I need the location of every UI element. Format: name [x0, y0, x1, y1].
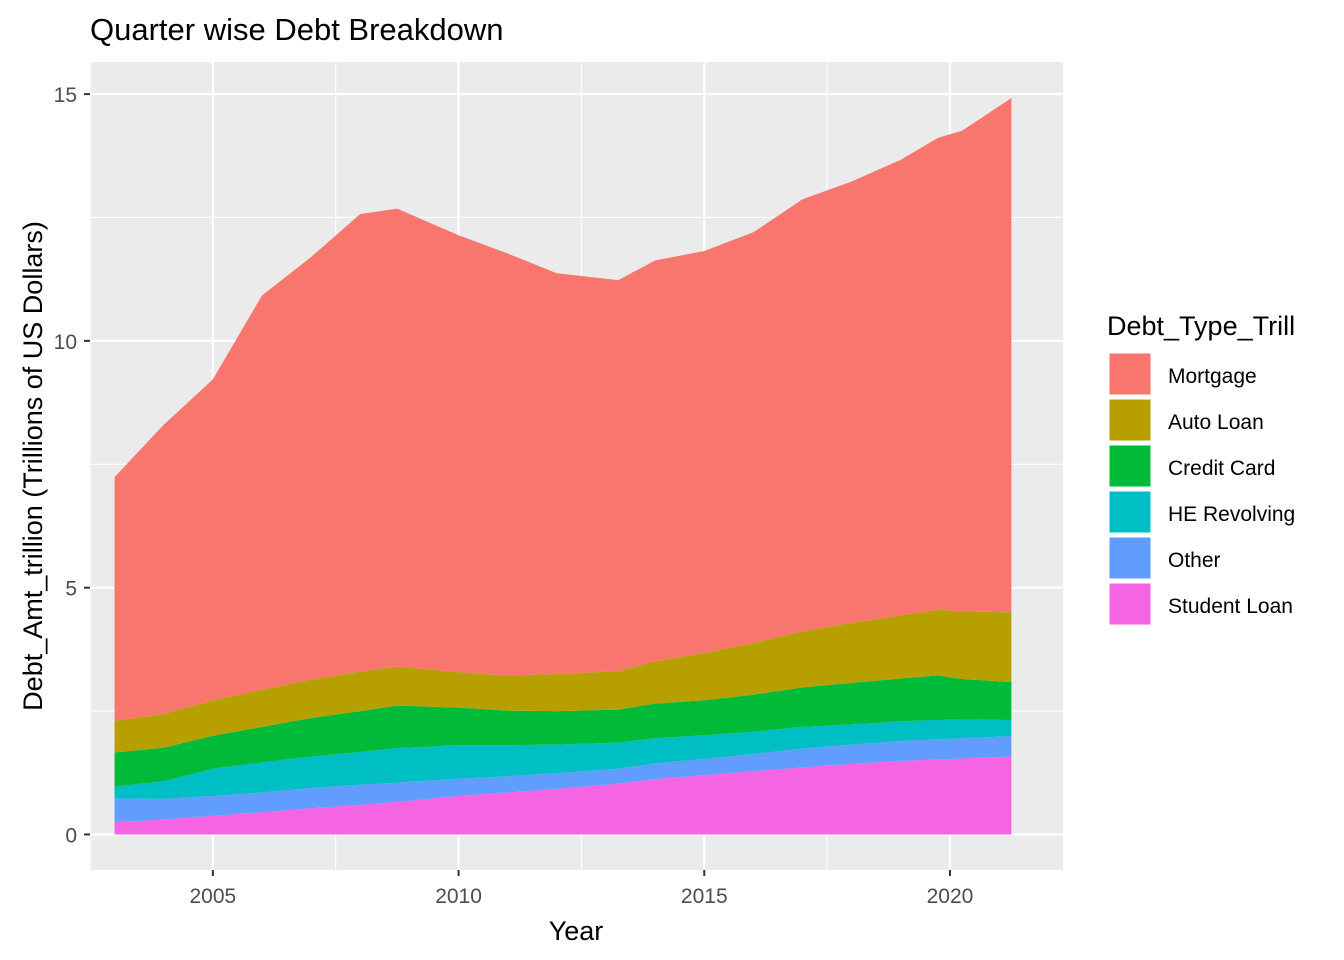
legend-label-mortgage: Mortgage [1168, 365, 1257, 388]
x-tick-label: 2015 [681, 885, 728, 908]
y-tick-label: 15 [54, 84, 77, 107]
area-mortgage [114, 98, 1012, 721]
legend-label-student-loan: Student Loan [1168, 595, 1293, 618]
x-tick-label: 2005 [189, 885, 236, 908]
legend-key-he-revolving [1108, 490, 1152, 534]
legend-key-student-loan [1108, 582, 1152, 626]
legend-key-other [1108, 536, 1152, 580]
legend-key-auto-loan [1108, 398, 1152, 442]
x-tick-label: 2010 [435, 885, 482, 908]
legend: Debt_Type_Trill Mortgage Auto Loan Credit … [1107, 311, 1295, 626]
chart-title: Quarter wise Debt Breakdown [90, 12, 504, 47]
area-he-revolving [114, 719, 1012, 799]
y-tick-label: 5 [65, 578, 77, 601]
area-student-loan [114, 756, 1012, 835]
area-other [114, 736, 1012, 823]
legend-label-other: Other [1168, 549, 1221, 572]
legend-key-credit-card [1108, 444, 1152, 488]
y-tick-label: 0 [65, 824, 77, 847]
x-axis-label: Year [549, 916, 604, 946]
y-axis: 0 5 10 15 [54, 84, 90, 847]
legend-label-auto-loan: Auto Loan [1168, 411, 1264, 434]
legend-title: Debt_Type_Trill [1107, 311, 1295, 341]
legend-label-credit-card: Credit Card [1168, 457, 1275, 480]
legend-key-mortgage [1108, 352, 1152, 396]
legend-label-he-revolving: HE Revolving [1168, 503, 1295, 526]
area-auto-loan [114, 609, 1012, 753]
area-layers [114, 98, 1012, 835]
area-credit-card [114, 675, 1012, 787]
x-tick-label: 2020 [927, 885, 974, 908]
y-tick-label: 10 [54, 331, 77, 354]
y-axis-label: Debt_Amt_trillion (Trillions of US Dolla… [18, 221, 48, 711]
x-axis: 2005 2010 2015 2020 [189, 870, 973, 908]
